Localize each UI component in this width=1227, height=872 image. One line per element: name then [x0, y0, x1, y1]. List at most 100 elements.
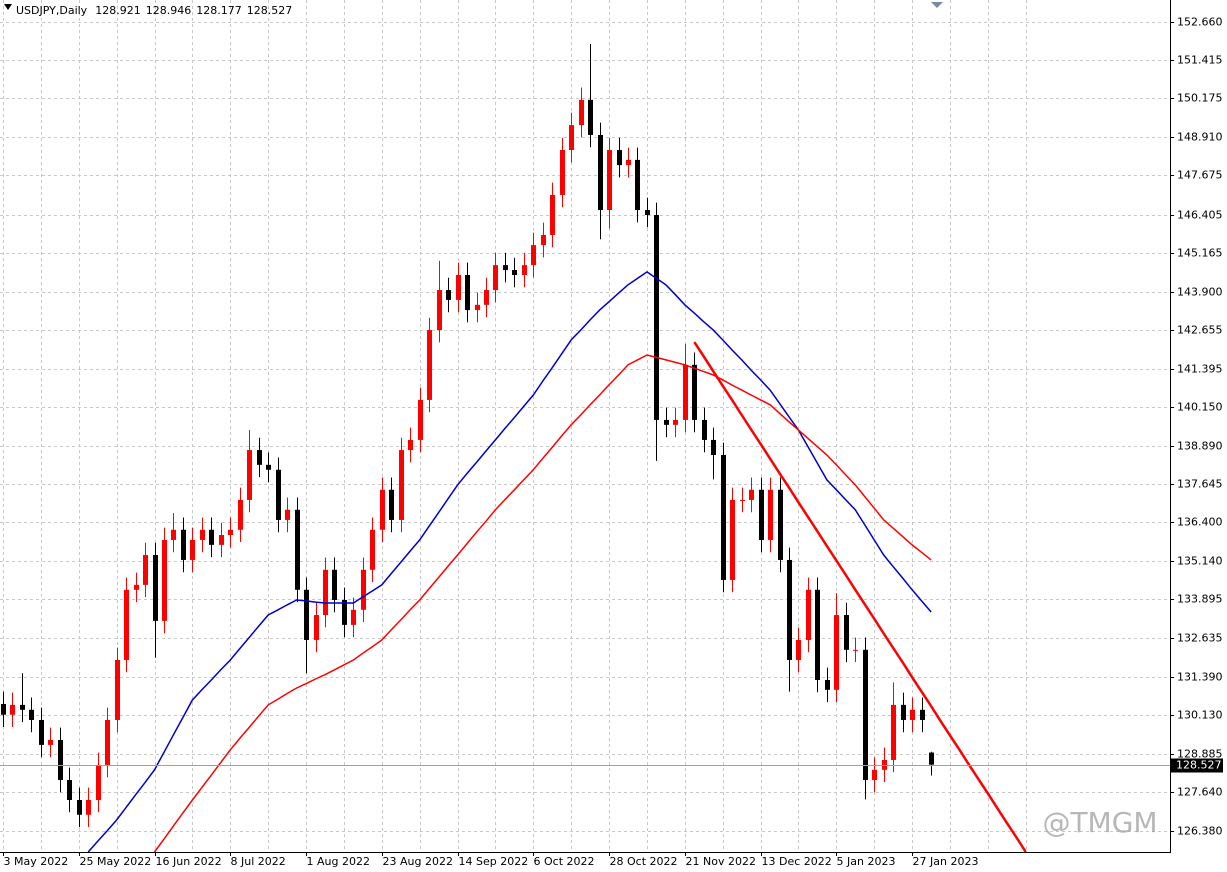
- candle-body: [153, 555, 158, 621]
- grid: [0, 0, 1170, 852]
- candle-body: [768, 489, 773, 540]
- x-tick-label: 27 Jan 2023: [913, 855, 979, 868]
- candle-body: [427, 330, 432, 400]
- candle-body: [920, 709, 925, 720]
- candle-body: [389, 489, 394, 520]
- x-tick-label: 5 Jan 2023: [837, 855, 896, 868]
- y-tick-label: 130.130: [1177, 709, 1223, 722]
- header: USDJPY,Daily 128.921 128.946 128.177 128.527: [16, 4, 292, 17]
- y-tick-label: 135.140: [1177, 555, 1223, 568]
- candle-body: [825, 679, 830, 690]
- candle-body: [219, 535, 224, 545]
- x-tick-label: 3 May 2022: [4, 855, 69, 868]
- candle-body: [20, 704, 25, 710]
- candle-body: [190, 539, 195, 560]
- menu-triangle[interactable]: [4, 4, 12, 10]
- x-tick-label: 28 Oct 2022: [610, 855, 678, 868]
- candle-body: [228, 529, 233, 536]
- candle-body: [588, 99, 593, 135]
- x-tick-label: 14 Sep 2022: [459, 855, 529, 868]
- candle-body: [115, 659, 120, 720]
- candle-body: [503, 265, 508, 271]
- candle-body: [323, 569, 328, 616]
- candle-body: [901, 704, 906, 720]
- symbol: USDJPY,Daily: [16, 4, 88, 17]
- candle-body: [711, 439, 716, 456]
- y-tick-label: 133.895: [1177, 593, 1223, 606]
- candle-body: [664, 419, 669, 425]
- candle-body: [437, 290, 442, 331]
- candle-body: [124, 589, 129, 660]
- y-tick-label: 140.150: [1177, 401, 1223, 414]
- candle-body: [607, 150, 612, 211]
- y-tick-label: 126.380: [1177, 825, 1223, 838]
- candle-body: [200, 529, 205, 540]
- candle-body: [370, 529, 375, 570]
- candle-body: [351, 609, 356, 625]
- price-axis-bg: [1170, 0, 1227, 872]
- candle-body: [266, 464, 271, 470]
- watermark: @TMGM: [1042, 806, 1157, 839]
- y-tick-label: 127.640: [1177, 786, 1223, 799]
- candle-body: [910, 709, 915, 720]
- candle-body: [796, 639, 801, 660]
- candle-body: [380, 489, 385, 530]
- y-tick-label: 136.400: [1177, 516, 1223, 529]
- candle-body: [181, 529, 186, 560]
- candle-body: [493, 265, 498, 291]
- y-tick-label: 150.175: [1177, 92, 1223, 105]
- y-tick-label: 137.645: [1177, 478, 1223, 491]
- candle-body: [759, 489, 764, 540]
- candle-body: [844, 615, 849, 650]
- candle-body: [815, 589, 820, 680]
- y-tick-label: 148.910: [1177, 131, 1223, 144]
- x-tick-label: 16 Jun 2022: [156, 855, 222, 868]
- candle-body: [730, 499, 735, 580]
- y-tick-label: 143.900: [1177, 286, 1223, 299]
- candle-body: [408, 439, 413, 451]
- candle-body: [635, 159, 640, 211]
- candle-body: [598, 134, 603, 211]
- axes: 152.660 151.415 150.175 148.910 147.675 146.4…: [3, 16, 1223, 868]
- candle-body: [304, 589, 309, 640]
- shift-marker[interactable]: [931, 2, 943, 8]
- candle-body: [465, 274, 470, 311]
- candle-body: [399, 450, 404, 520]
- candle-body: [692, 364, 697, 420]
- candle-body: [475, 304, 480, 311]
- candle-body: [257, 450, 262, 465]
- candle-body: [929, 752, 934, 765]
- candle-body: [579, 99, 584, 126]
- y-tick-label: 151.415: [1177, 54, 1223, 67]
- price-label-bg: [1171, 758, 1223, 773]
- candle-body: [891, 704, 896, 760]
- candle-body: [314, 615, 319, 640]
- candle-body: [872, 769, 877, 780]
- candle-body: [569, 125, 574, 151]
- candle-body: [617, 150, 622, 166]
- y-tick-label: 152.660: [1177, 16, 1223, 29]
- candle-body: [29, 709, 34, 720]
- candle-body: [143, 555, 148, 585]
- x-tick-label: 21 Nov 2022: [686, 855, 756, 868]
- header-close: 128.527: [247, 4, 293, 17]
- candle-body: [67, 779, 72, 800]
- candle-body: [10, 704, 15, 715]
- price-label: 128.527: [1176, 759, 1222, 772]
- candle-body: [512, 270, 517, 275]
- candle-body: [134, 584, 139, 590]
- candle-body: [247, 450, 252, 500]
- candle-body: [209, 529, 214, 545]
- y-tick-label: 131.390: [1177, 671, 1223, 684]
- candle-body: [863, 649, 868, 780]
- moving-average: [87, 270, 932, 853]
- y-tick-label: 146.405: [1177, 209, 1223, 222]
- y-tick-label: 147.675: [1177, 169, 1223, 182]
- candle-body: [740, 499, 745, 501]
- candle-body: [276, 469, 281, 520]
- time-axis-bg: [0, 853, 1227, 872]
- candle-body: [456, 274, 461, 300]
- y-tick-label: 141.395: [1177, 363, 1223, 376]
- candle-body: [77, 799, 82, 815]
- candle-body: [749, 489, 754, 500]
